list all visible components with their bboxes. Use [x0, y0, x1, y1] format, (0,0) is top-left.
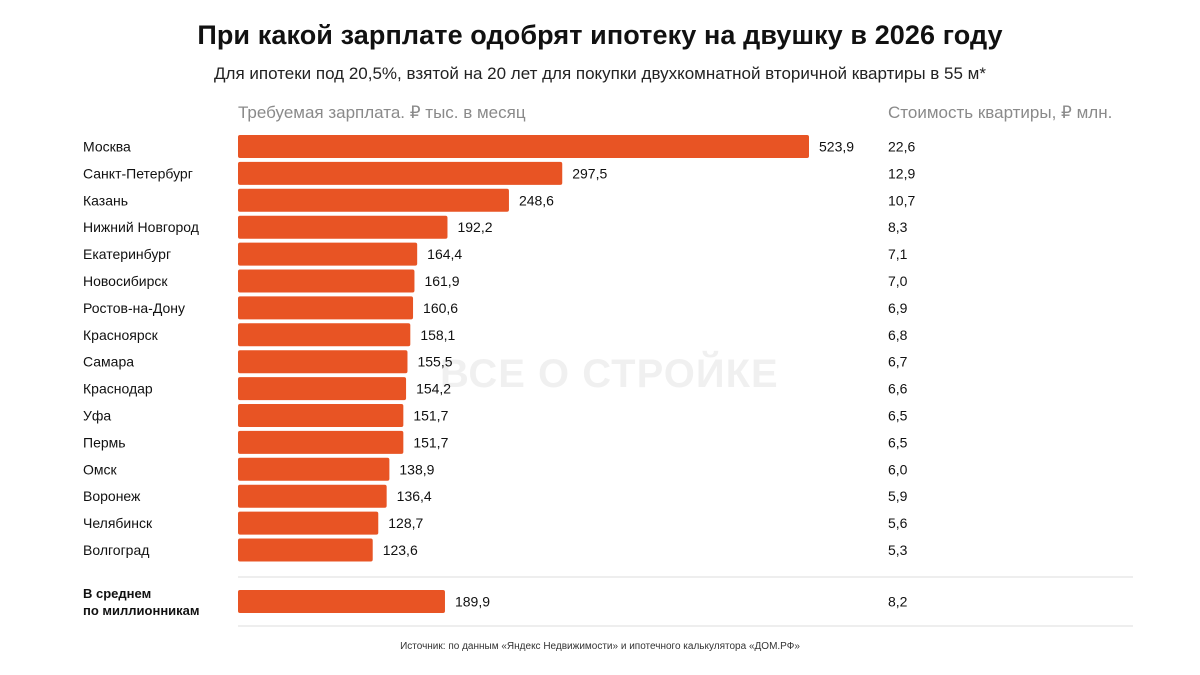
data-label: 158,1 [420, 327, 455, 343]
price-label: 6,9 [888, 300, 908, 316]
price-label: 10,7 [888, 192, 915, 208]
category-label: Челябинск [83, 515, 153, 531]
bar [238, 161, 563, 185]
bar [238, 350, 408, 374]
price-label: 22,6 [888, 139, 915, 155]
data-label: 164,4 [427, 246, 462, 262]
category-label: Москва [83, 139, 131, 155]
bar [238, 135, 809, 158]
category-label: Омск [83, 461, 118, 477]
bar [238, 511, 379, 535]
category-label: Красноярск [83, 327, 159, 343]
bar [238, 538, 373, 562]
data-label: 138,9 [399, 461, 434, 477]
data-label: 161,9 [424, 273, 459, 289]
price-label: 8,3 [888, 219, 908, 235]
data-label: 155,5 [417, 354, 452, 370]
bar [238, 242, 418, 266]
price-label: 6,5 [888, 434, 908, 450]
bar [238, 484, 387, 508]
salary-column-header: Требуемая зарплата. ₽ тыс. в месяц [238, 103, 526, 122]
data-label: 297,5 [572, 165, 607, 181]
category-label: Екатеринбург [83, 246, 171, 262]
bar [238, 215, 448, 239]
category-label: Волгоград [83, 542, 149, 558]
price-label: 7,1 [888, 246, 908, 262]
price-label: 6,0 [888, 461, 908, 477]
price-label: 7,0 [888, 273, 908, 289]
bar [238, 457, 390, 481]
price-label: 6,6 [888, 381, 908, 397]
category-label: Краснодар [83, 381, 153, 397]
chart-subtitle: Для ипотеки под 20,5%, взятой на 20 лет … [214, 64, 986, 83]
data-label: 128,7 [388, 515, 423, 531]
bar [238, 188, 509, 212]
average-label-line: В среднем [83, 586, 151, 601]
average-label-line: по миллионникам [83, 603, 200, 618]
category-label: Уфа [83, 408, 111, 424]
data-label: 248,6 [519, 192, 554, 208]
watermark-logo: ВСЕ О СТРОЙКЕ [440, 352, 779, 396]
bar [238, 269, 415, 293]
category-label: Воронеж [83, 488, 141, 504]
category-label: Самара [83, 354, 134, 370]
category-label: Казань [83, 192, 128, 208]
bar [238, 323, 411, 347]
category-label: Санкт-Петербург [83, 165, 193, 181]
price-label: 6,7 [888, 354, 908, 370]
bar [238, 377, 407, 401]
bar [238, 430, 404, 454]
data-label: 192,2 [457, 219, 492, 235]
price-label: 12,9 [888, 165, 915, 181]
category-label: Новосибирск [83, 273, 168, 289]
data-label: 136,4 [397, 488, 432, 504]
average-data-label: 189,9 [455, 594, 490, 610]
bar [238, 296, 414, 320]
price-label: 6,8 [888, 327, 908, 343]
data-label: 151,7 [413, 434, 448, 450]
data-label: 151,7 [413, 408, 448, 424]
price-label: 6,5 [888, 408, 908, 424]
data-label: 154,2 [416, 381, 451, 397]
average-price-label: 8,2 [888, 594, 908, 610]
price-label: 5,3 [888, 542, 908, 558]
category-label: Пермь [83, 434, 126, 450]
average-bar [238, 590, 445, 613]
data-label: 123,6 [383, 542, 418, 558]
bar [238, 404, 404, 427]
category-label: Ростов-на-Дону [83, 300, 185, 316]
data-label: 160,6 [423, 300, 458, 316]
price-label: 5,9 [888, 488, 908, 504]
category-label: Нижний Новгород [83, 219, 199, 235]
data-label: 523,9 [819, 139, 854, 155]
chart-title: При какой зарплате одобрят ипотеку на дв… [197, 20, 1003, 50]
price-column-header: Стоимость квартиры, ₽ млн. [888, 103, 1113, 122]
price-label: 5,6 [888, 515, 908, 531]
source-footnote: Источник: по данным «Яндекс Недвижимости… [400, 641, 800, 652]
